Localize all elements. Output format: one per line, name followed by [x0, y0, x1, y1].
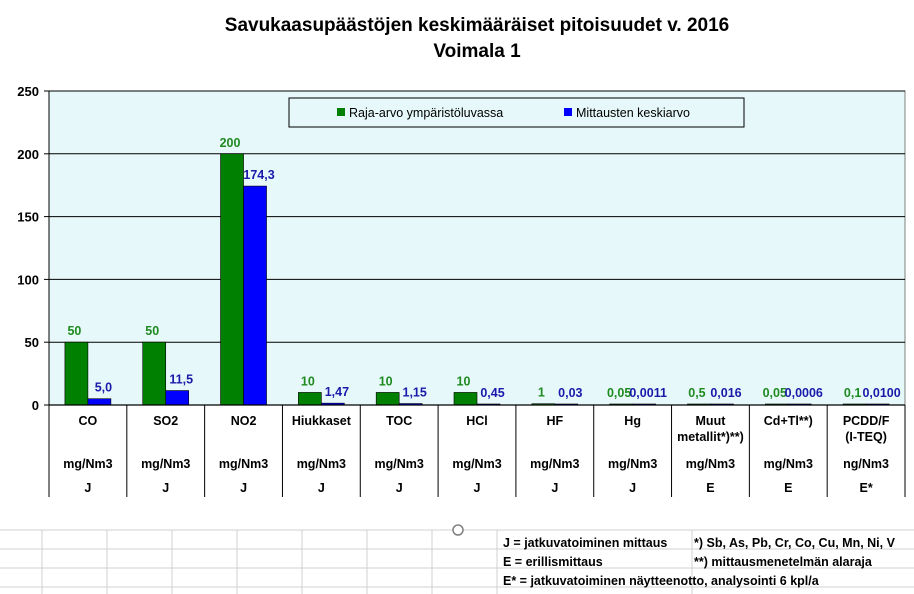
category-measurement-type: J	[84, 481, 91, 495]
chart-resize-handle[interactable]	[452, 524, 464, 536]
category-unit: mg/Nm3	[219, 457, 268, 471]
category-unit: mg/Nm3	[297, 457, 346, 471]
data-label-average: 0,03	[558, 386, 582, 400]
plot-area	[48, 90, 906, 406]
category-measurement-type: J	[318, 481, 325, 495]
data-label-average: 0,0011	[629, 386, 667, 400]
category-label: PCDD/F	[843, 414, 890, 428]
category-measurement-type: J	[629, 481, 636, 495]
category-unit: mg/Nm3	[375, 457, 424, 471]
chart-title: Savukaasupäästöjen keskimääräiset pitois…	[225, 15, 729, 36]
category-measurement-type: E	[706, 481, 714, 495]
data-label-average: 5,0	[95, 381, 112, 395]
category-table: CO mg/Nm3 J SO2 mg/Nm3 J NO2 mg/Nm3 J Hiukkaset mg…	[48, 404, 906, 497]
bar-limit	[220, 153, 244, 406]
category-unit: mg/Nm3	[63, 457, 112, 471]
data-label-limit: 0,1	[844, 386, 861, 400]
bar-limit	[64, 341, 89, 406]
spreadsheet-grid	[0, 529, 914, 594]
bar-limit	[453, 392, 478, 406]
bar-limit	[142, 341, 167, 406]
data-label-limit: 50	[67, 324, 81, 338]
category-measurement-type: J	[396, 481, 403, 495]
data-label-limit: 50	[145, 324, 159, 338]
legend-label-limit: Raja-arvo ympäristöluvassa	[349, 106, 503, 120]
bars	[64, 153, 890, 406]
data-label-limit: 0,05	[607, 386, 631, 400]
bar-limit	[298, 392, 322, 406]
legend-box	[288, 97, 745, 128]
category-unit: mg/Nm3	[141, 457, 190, 471]
data-label-average: 1,15	[403, 386, 427, 400]
note-metals: *) Sb, As, Pb, Cr, Co, Cu, Mn, Ni, V	[694, 536, 896, 550]
y-tick-label: 0	[32, 398, 39, 413]
category-label: (I-TEQ)	[845, 430, 887, 444]
category-label: metallit*)**)	[677, 430, 744, 444]
bar-limit	[375, 392, 400, 406]
data-label-limit: 0,5	[688, 386, 705, 400]
category-unit: mg/Nm3	[608, 457, 657, 471]
category-measurement-type: E	[784, 481, 792, 495]
note-continuous: J = jatkuvatoiminen mittaus	[503, 536, 667, 550]
y-tick-label: 50	[25, 335, 39, 350]
data-label-average: 1,47	[325, 385, 349, 399]
y-tick-label: 200	[17, 147, 39, 162]
data-labels: 50 5,0 50 11,5 200 174,3 10 1,47 10 1,15 10 0,45 1 0,…	[67, 136, 900, 400]
category-unit: mg/Nm3	[686, 457, 735, 471]
bar-average	[87, 398, 112, 406]
category-unit: mg/Nm3	[452, 457, 501, 471]
category-unit: mg/Nm3	[530, 457, 579, 471]
legend-label-average: Mittausten keskiarvo	[576, 106, 690, 120]
y-tick-label: 150	[17, 210, 39, 225]
bar-average	[165, 390, 190, 406]
data-label-limit: 0,05	[763, 386, 787, 400]
note-separate: E = erillismittaus	[503, 555, 603, 569]
data-label-average: 0,0100	[862, 386, 900, 400]
note-detection-limit: **) mittausmenetelmän alaraja	[694, 555, 873, 569]
data-label-average: 174,3	[243, 168, 274, 182]
y-tick-label: 250	[17, 84, 39, 99]
data-label-limit: 10	[379, 374, 393, 388]
category-label: HCl	[466, 414, 488, 428]
bar-average	[243, 185, 267, 406]
category-label: TOC	[386, 414, 412, 428]
category-unit: mg/Nm3	[764, 457, 813, 471]
data-label-average: 11,5	[169, 373, 193, 387]
category-label: Hiukkaset	[292, 414, 352, 428]
y-tick-label: 100	[17, 272, 39, 287]
category-label: Muut	[696, 414, 727, 428]
category-measurement-type: J	[162, 481, 169, 495]
y-axis-ticks: 0 50 100 150 200 250	[17, 84, 39, 413]
category-measurement-type: J	[240, 481, 247, 495]
data-label-average: 0,0006	[785, 386, 823, 400]
category-label: CO	[79, 414, 98, 428]
category-measurement-type: J	[551, 481, 558, 495]
legend-swatch-average	[564, 108, 572, 116]
category-label: Hg	[624, 414, 641, 428]
category-label: SO2	[153, 414, 178, 428]
legend: Raja-arvo ympäristöluvassa Mittausten ke…	[288, 97, 745, 128]
data-label-limit: 10	[457, 374, 471, 388]
category-label: HF	[546, 414, 563, 428]
category-label: NO2	[231, 414, 257, 428]
chart-subtitle: Voimala 1	[433, 41, 521, 62]
category-measurement-type: E*	[859, 481, 872, 495]
data-label-limit: 10	[301, 374, 315, 388]
data-label-average: 0,016	[710, 386, 741, 400]
data-label-limit: 200	[220, 136, 241, 150]
data-label-average: 0,45	[480, 386, 504, 400]
data-label-limit: 1	[538, 386, 545, 400]
legend-swatch-limit	[337, 108, 345, 116]
notes: J = jatkuvatoiminen mittaus *) Sb, As, P…	[503, 536, 896, 588]
category-measurement-type: J	[474, 481, 481, 495]
category-unit: ng/Nm3	[843, 457, 889, 471]
note-sampling: E* = jatkuvatoiminen näytteenotto, analy…	[503, 574, 820, 588]
category-label: Cd+Tl**)	[764, 414, 813, 428]
